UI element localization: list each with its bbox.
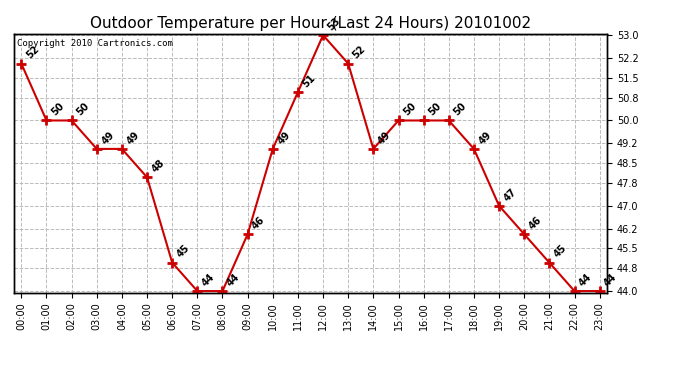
Text: 46: 46 <box>250 215 267 231</box>
Text: 50: 50 <box>402 101 418 118</box>
Text: 50: 50 <box>49 101 66 118</box>
Text: 53: 53 <box>326 16 342 32</box>
Text: 52: 52 <box>351 44 368 61</box>
Text: 44: 44 <box>225 272 242 288</box>
Text: 44: 44 <box>602 272 619 288</box>
Text: 45: 45 <box>175 243 192 260</box>
Text: 48: 48 <box>150 158 166 175</box>
Text: 44: 44 <box>200 272 217 288</box>
Text: 52: 52 <box>24 44 41 61</box>
Title: Outdoor Temperature per Hour (Last 24 Hours) 20101002: Outdoor Temperature per Hour (Last 24 Ho… <box>90 16 531 31</box>
Text: 45: 45 <box>552 243 569 260</box>
Text: 50: 50 <box>451 101 469 118</box>
Text: 46: 46 <box>527 215 544 231</box>
Text: 51: 51 <box>301 73 317 89</box>
Text: 49: 49 <box>477 129 493 146</box>
Text: 49: 49 <box>125 129 141 146</box>
Text: 50: 50 <box>426 101 443 118</box>
Text: 49: 49 <box>275 129 292 146</box>
Text: 49: 49 <box>99 129 116 146</box>
Text: 44: 44 <box>578 272 594 288</box>
Text: 50: 50 <box>75 101 91 118</box>
Text: 49: 49 <box>376 129 393 146</box>
Text: Copyright 2010 Cartronics.com: Copyright 2010 Cartronics.com <box>17 39 172 48</box>
Text: 47: 47 <box>502 186 518 203</box>
